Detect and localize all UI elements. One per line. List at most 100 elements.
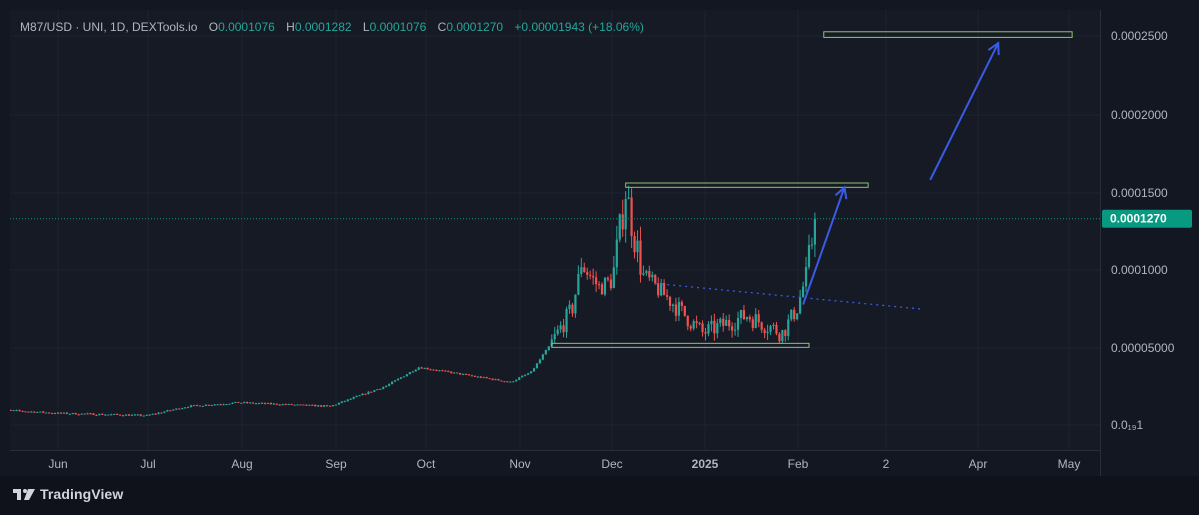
candle [692,319,695,331]
candle [53,412,57,415]
candle-body [497,379,500,381]
price-axis[interactable]: 0.0002500 0.0002000 0.0001500 0.0001000 0.00… [1100,10,1199,476]
candle [358,395,361,397]
candle-body [30,411,33,413]
candle-body [65,412,68,414]
candle [281,403,284,406]
candle-body [473,375,476,377]
candle [263,402,267,405]
candle [121,414,125,417]
candle [660,278,663,297]
candle [456,372,459,374]
candle [293,404,296,406]
candle-body [201,405,204,407]
candle-body [45,412,48,414]
tradingview-logo[interactable]: TradingView [12,486,123,502]
candle [80,413,83,415]
grid-lines [10,10,1100,450]
candle-body [278,404,281,406]
candle-body [769,325,772,332]
candle [592,268,595,285]
candle [654,274,657,285]
candle-body [322,405,326,407]
candle [494,378,497,381]
candle-body [411,371,414,373]
candle-body [671,304,675,306]
candle-body [674,304,678,316]
arrow-shaft [802,187,846,305]
candle [10,409,12,411]
candle [86,412,89,415]
candle-body [728,320,731,327]
chart-legend: M87/USD · UNI, 1D, DEXTools.io O0.000107… [20,20,644,34]
price-tick-label: 0.0₁₉1 [1111,418,1143,432]
candle-body [325,405,329,407]
candle-body [184,407,187,409]
candle-body [302,404,305,406]
candle-body [618,214,621,240]
open-label: O [208,20,219,34]
time-tick-label: Dec [601,457,622,471]
candle [438,369,441,372]
close-value: 0.0001270 [446,20,504,34]
candle-body [213,404,216,406]
candle [249,402,252,404]
candle-body [160,412,163,414]
candle-body [441,370,444,372]
candle-body [627,197,630,200]
candle-body [435,369,438,371]
candle [518,376,521,381]
candle [521,375,524,378]
candle [98,413,101,416]
candle [166,409,169,412]
candle-body [118,414,122,416]
price-chart[interactable] [10,10,1100,476]
candle-body [532,368,536,372]
candle-body [408,372,411,375]
candle [603,276,607,297]
candle [793,306,796,322]
candle [178,408,181,410]
candle-body [438,370,441,372]
candle [698,321,701,326]
candle [426,367,429,370]
candle [145,414,148,416]
candle-body [784,330,787,337]
candle-body [512,381,515,383]
candle-body [524,374,527,376]
time-axis[interactable]: Jun Jul Aug Sep Oct Nov Dec 2025 Feb 2 Apr May [10,450,1100,477]
chart-panel[interactable] [10,10,1100,476]
candle-body [116,413,119,415]
candle [95,414,98,416]
candle [586,267,589,280]
candle-body [228,403,231,405]
candle-body [568,304,571,310]
candle [532,367,536,372]
candle-body [651,274,654,278]
candle [745,316,748,322]
candle [683,305,686,317]
candle [801,281,805,298]
candle [305,404,308,407]
candle [553,326,556,344]
candle [807,234,811,270]
candle [89,412,92,415]
candle [382,386,385,390]
candle [757,309,760,328]
candle [722,313,725,332]
candle-body [597,284,601,286]
candle-body [195,405,199,407]
candle [731,322,734,338]
candle-body [515,379,518,382]
candle-body [237,401,240,403]
candle-body [592,275,595,278]
candle [299,404,302,406]
candle-body [175,408,178,410]
candle-body [15,410,18,412]
candle [595,271,598,292]
candle [290,403,293,406]
candle-body [163,411,166,413]
candle-body [328,405,332,407]
candle [435,369,438,372]
candle-body [311,404,314,406]
